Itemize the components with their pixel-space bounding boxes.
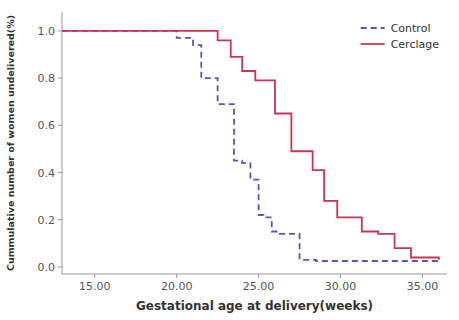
y-tick-label: 1.0 bbox=[38, 25, 56, 38]
y-tick-label: 0.0 bbox=[38, 261, 56, 274]
y-tick bbox=[58, 172, 62, 173]
x-axis-line bbox=[62, 274, 447, 275]
y-tick bbox=[58, 30, 62, 31]
legend-swatch bbox=[361, 43, 385, 45]
plot-area bbox=[62, 31, 439, 261]
legend: Control Cerclage bbox=[361, 22, 440, 51]
x-tick-label: 25.00 bbox=[243, 280, 275, 293]
x-tick bbox=[176, 274, 177, 278]
step-line bbox=[62, 31, 439, 260]
x-tick-label: 35.00 bbox=[407, 280, 439, 293]
chart-container: 15.00 20.00 25.00 30.00 35.00 0.0 0.2 0.4 0.6 0.8… bbox=[0, 0, 459, 320]
y-axis-line bbox=[62, 12, 63, 274]
chart-svg: 15.00 20.00 25.00 30.00 35.00 0.0 0.2 0.4 0.6 0.8… bbox=[0, 0, 459, 320]
y-tick-label: 0.4 bbox=[38, 167, 56, 180]
step-line bbox=[62, 31, 439, 261]
y-axis-label: Cummulative number of women undelivered(… bbox=[5, 15, 16, 271]
x-tick bbox=[340, 274, 341, 278]
x-tick bbox=[94, 274, 95, 278]
x-axis-label: Gestational age at delivery(weeks) bbox=[136, 299, 373, 313]
legend-label: Cerclage bbox=[391, 38, 440, 51]
x-tick bbox=[258, 274, 259, 278]
y-tick-label: 0.8 bbox=[38, 72, 56, 85]
x-tick-label: 15.00 bbox=[79, 280, 111, 293]
y-tick bbox=[58, 266, 62, 267]
y-tick-label: 0.6 bbox=[38, 119, 56, 132]
legend-swatch bbox=[361, 27, 385, 29]
y-tick bbox=[58, 125, 62, 126]
x-tick-label: 30.00 bbox=[325, 280, 357, 293]
x-tick bbox=[422, 274, 423, 278]
y-tick bbox=[58, 78, 62, 79]
y-tick bbox=[58, 219, 62, 220]
legend-label: Control bbox=[391, 22, 431, 35]
x-tick-label: 20.00 bbox=[161, 280, 193, 293]
y-tick-label: 0.2 bbox=[38, 214, 56, 227]
